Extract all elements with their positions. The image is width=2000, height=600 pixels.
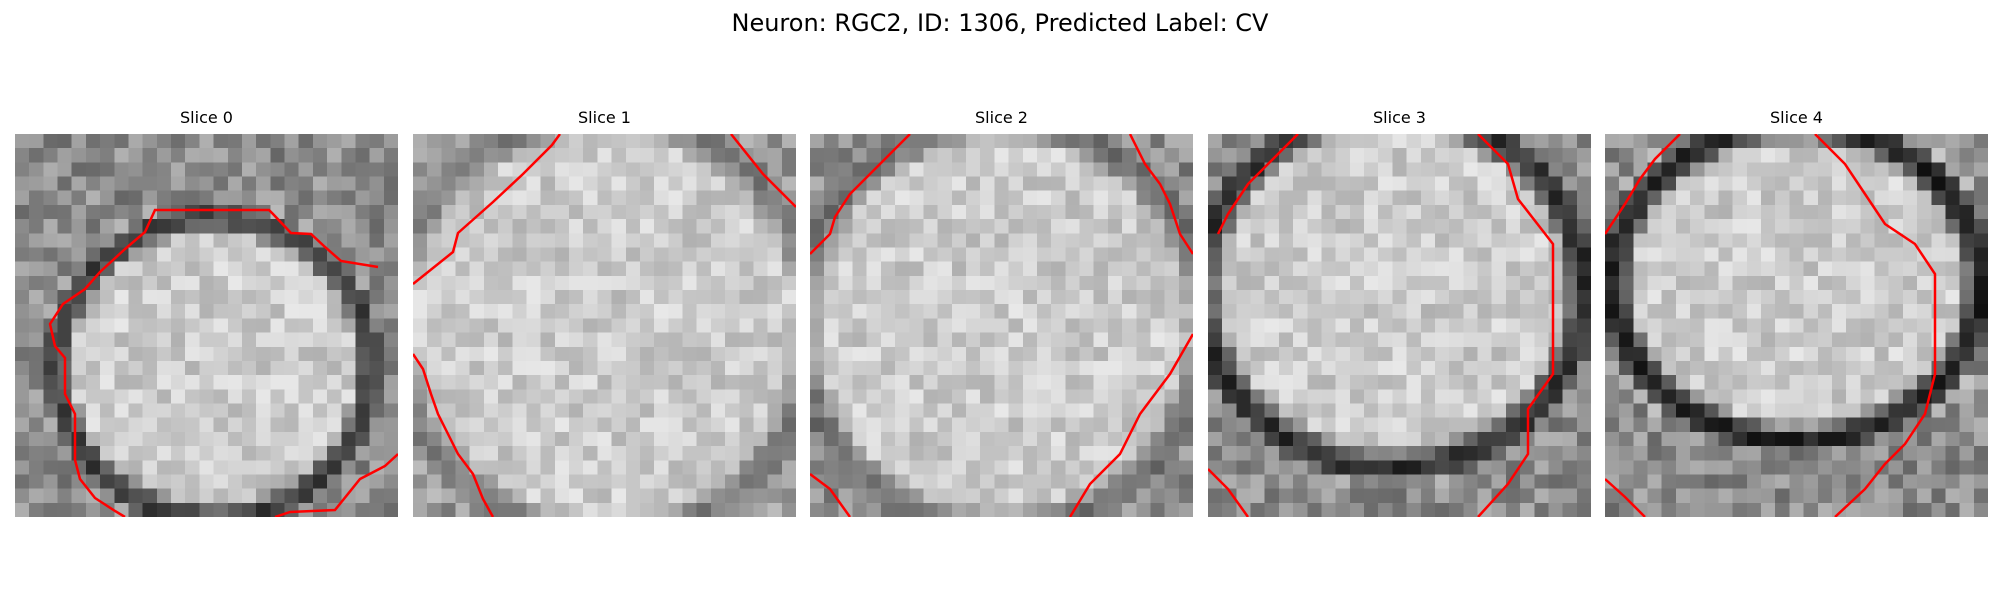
- panel-title-3: Slice 3: [1373, 108, 1426, 127]
- contour-line-2-1: [1128, 134, 1193, 255]
- contour-line-2-2: [1068, 333, 1193, 517]
- contour-line-0-1: [274, 453, 398, 517]
- contour-line-1-0: [413, 134, 562, 285]
- contour-line-4-1: [1814, 134, 1937, 517]
- slice-1-image: [413, 134, 796, 517]
- slice-3-image: [1208, 134, 1591, 517]
- panel-title-0: Slice 0: [180, 108, 233, 127]
- slice-4-image: [1605, 134, 1988, 517]
- contour-line-1-1: [730, 134, 796, 208]
- figure-title: Neuron: RGC2, ID: 1306, Predicted Label:…: [731, 9, 1269, 37]
- panel-title-4: Slice 4: [1770, 108, 1823, 127]
- slice-2-image: [810, 134, 1193, 517]
- contour-line-2-0: [810, 134, 911, 255]
- contour-line-3-1: [1477, 134, 1555, 517]
- contour-line-1-2: [413, 353, 495, 517]
- contour-line-4-2: [1605, 478, 1646, 517]
- panel-title-2: Slice 2: [975, 108, 1028, 127]
- panel-title-1: Slice 1: [578, 108, 631, 127]
- contour-line-3-0: [1216, 134, 1299, 235]
- contour-line-4-0: [1605, 134, 1681, 235]
- contour-line-2-3: [810, 473, 852, 517]
- contour-line-3-2: [1208, 468, 1250, 517]
- slice-0-image: [15, 134, 398, 517]
- contour-line-0-0: [48, 208, 379, 517]
